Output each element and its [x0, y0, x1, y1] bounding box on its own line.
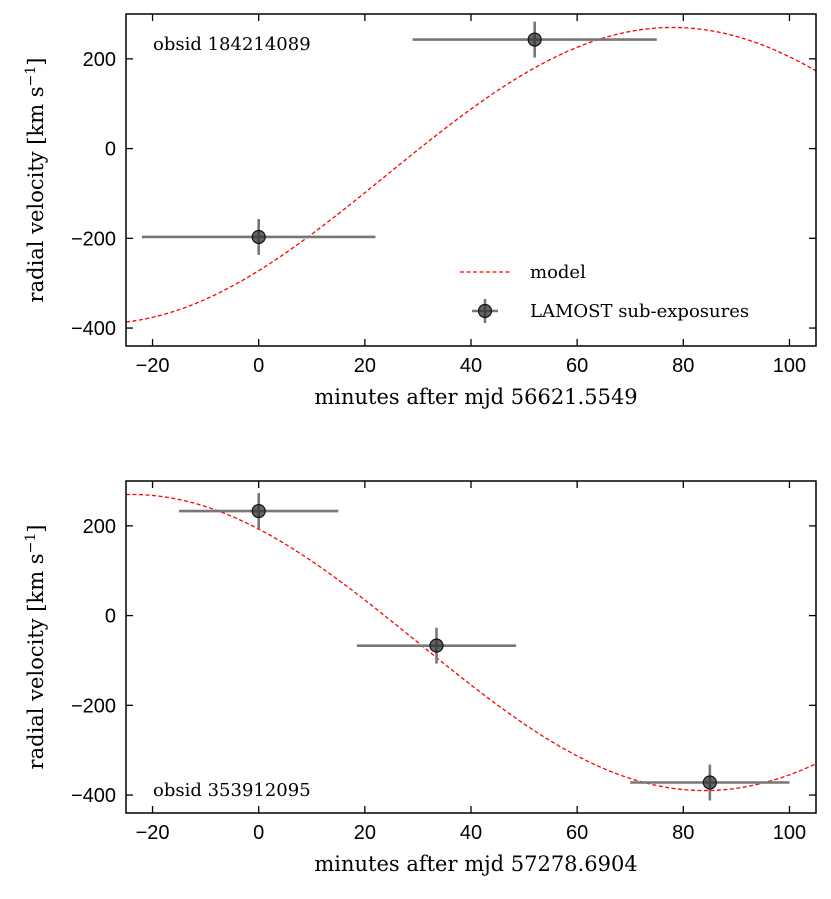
y-axis-label-close: ]: [24, 58, 48, 66]
model-curve: [126, 493, 816, 792]
x-tick-label: 20: [354, 355, 376, 377]
y-axis-label: radial velocity [km s−1]: [23, 525, 48, 770]
x-tick-label: −20: [136, 822, 170, 844]
legend: model LAMOST sub-exposures: [460, 262, 749, 323]
x-axis-label: minutes after mjd 57278.6904: [314, 852, 637, 876]
data-marker: [429, 638, 444, 653]
data-point-3: [630, 764, 790, 801]
y-axis-label: radial velocity [km s−1]: [23, 58, 48, 303]
plot-frame: [125, 480, 817, 814]
y-axis-label-sup: −1: [23, 66, 39, 87]
x-tick-label: 0: [253, 822, 264, 844]
data-marker: [251, 503, 266, 519]
data-marker: [702, 775, 717, 790]
y-axis-label-sup: −1: [23, 533, 39, 554]
x-tick-label: 80: [672, 822, 694, 844]
x-tick-label: 40: [460, 822, 482, 844]
data-point-2: [356, 627, 517, 664]
x-tick-label: 100: [773, 355, 806, 377]
x-tick-label: 60: [566, 355, 588, 377]
y-tick-label: −200: [71, 695, 116, 717]
y-tick-label: 200: [83, 49, 116, 71]
y-tick-label: −200: [71, 228, 116, 250]
y-tick-label: 0: [105, 606, 116, 628]
y-tick-label: −400: [71, 785, 116, 807]
data-point-1: [141, 219, 376, 255]
y-axis-label-main: radial velocity [km s: [24, 553, 48, 769]
data-point-1: [179, 493, 339, 530]
plot-frame: [125, 13, 817, 347]
legend-data-label: LAMOST sub-exposures: [530, 301, 749, 322]
legend-data-marker: [477, 303, 493, 319]
x-tick-label: 80: [672, 355, 694, 377]
x-tick-label: 60: [566, 822, 588, 844]
x-tick-label: 100: [773, 822, 806, 844]
obsid-annotation: obsid 353912095: [153, 780, 311, 801]
x-tick-label: 0: [253, 355, 264, 377]
data-marker: [251, 229, 266, 245]
x-axis-label: minutes after mjd 56621.5549: [314, 385, 637, 409]
y-tick-label: 0: [105, 139, 116, 161]
x-tick-label: −20: [136, 355, 170, 377]
legend-model-label: model: [530, 262, 586, 283]
y-tick-label: 200: [83, 516, 116, 538]
x-tick-label: 40: [460, 355, 482, 377]
y-axis-label-main: radial velocity [km s: [24, 86, 48, 302]
data-point-2: [412, 21, 657, 58]
data-marker: [527, 32, 542, 47]
y-tick-label: −400: [71, 318, 116, 340]
x-tick-label: 20: [354, 822, 376, 844]
obsid-annotation: obsid 184214089: [153, 34, 311, 55]
model-curve: [126, 26, 816, 323]
y-axis-label-close: ]: [24, 525, 48, 533]
